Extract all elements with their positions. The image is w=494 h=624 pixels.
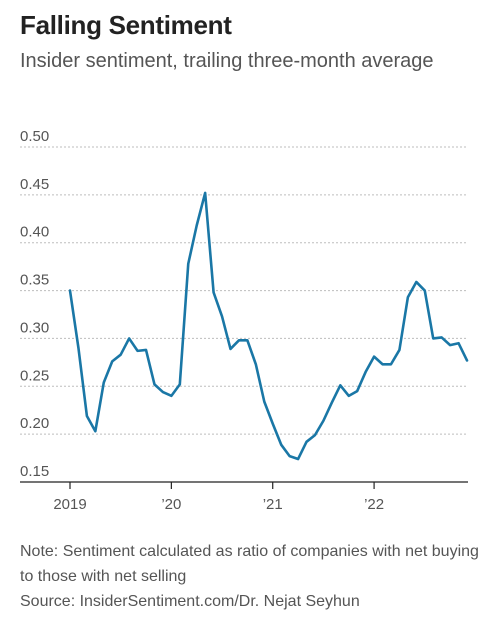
line-chart: 0.15 0.20 0.25 0.30 0.35 0.40 0.45 0.50 2019 ’20… — [20, 128, 469, 513]
y-tick-label: 0.15 — [20, 463, 49, 480]
y-tick-labels: 0.15 0.20 0.25 0.30 0.35 0.40 0.45 0.50 — [20, 128, 49, 480]
y-tick-label: 0.40 — [20, 224, 49, 241]
gridlines — [20, 146, 468, 435]
note-text: Note: Sentiment calculated as ratio of c… — [20, 543, 479, 585]
series-layer — [68, 191, 469, 461]
x-tick-label: ’20 — [161, 496, 181, 513]
y-tick-label: 0.20 — [20, 415, 49, 432]
y-tick-label: 0.50 — [20, 128, 49, 145]
y-tick-label: 0.35 — [20, 272, 49, 289]
y-tick-label: 0.30 — [20, 319, 49, 336]
y-tick-label: 0.25 — [20, 367, 49, 384]
x-tick-label: ’22 — [364, 496, 384, 513]
source-text: Source: InsiderSentiment.com/Dr. Nejat S… — [20, 593, 360, 610]
x-tick-label: 2019 — [53, 496, 86, 513]
chart-subtitle: Insider sentiment, trailing three-month … — [20, 50, 434, 72]
y-tick-label: 0.45 — [20, 176, 49, 193]
chart-notes: Note: Sentiment calculated as ratio of c… — [20, 539, 480, 614]
chart-title: Falling Sentiment — [20, 10, 232, 40]
series-line — [68, 191, 469, 461]
x-tick-labels: 2019 ’20 ’21 ’22 — [53, 482, 384, 513]
x-tick-label: ’21 — [263, 496, 283, 513]
